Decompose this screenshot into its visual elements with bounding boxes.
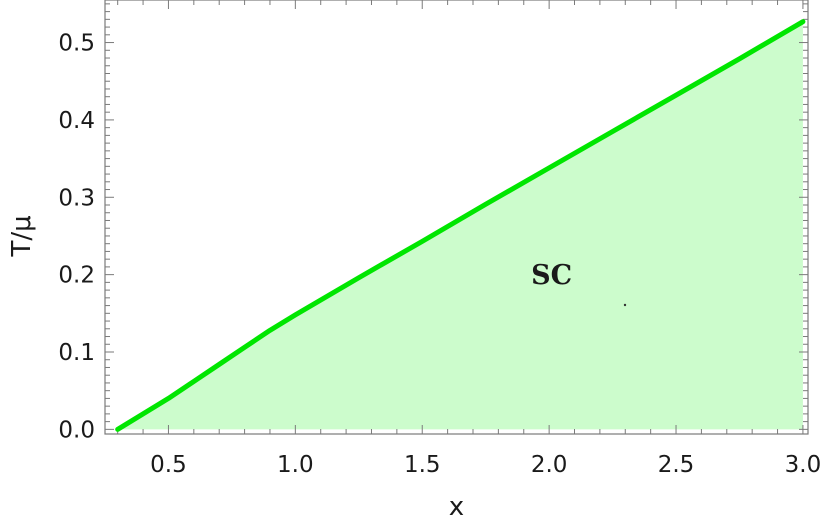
- plot-frame: [104, 0, 809, 435]
- x-tick-label: 1.5: [404, 452, 441, 478]
- sc-region-label: SC: [531, 260, 572, 291]
- x-tick-label: 1.0: [277, 452, 314, 478]
- sc-region-fill: [117, 21, 803, 430]
- y-axis-title: T/μ: [7, 215, 37, 257]
- y-tick-label: 0.1: [58, 340, 95, 366]
- x-tick-label: 0.5: [150, 452, 187, 478]
- x-tick-label: 3.0: [785, 452, 820, 478]
- phase-boundary-line: [115, 19, 806, 432]
- y-tick-label: 0.3: [58, 185, 95, 211]
- x-axis-title: x: [449, 492, 464, 522]
- y-tick-label: 0.2: [58, 263, 95, 289]
- x-tick-label: 2.5: [658, 452, 695, 478]
- y-tick-label: 0.4: [58, 108, 95, 134]
- x-tick-label: 2.0: [531, 452, 568, 478]
- y-tick-label: 0.5: [58, 31, 95, 57]
- stray-dot: [623, 303, 627, 307]
- y-tick-label: 0.0: [58, 417, 95, 443]
